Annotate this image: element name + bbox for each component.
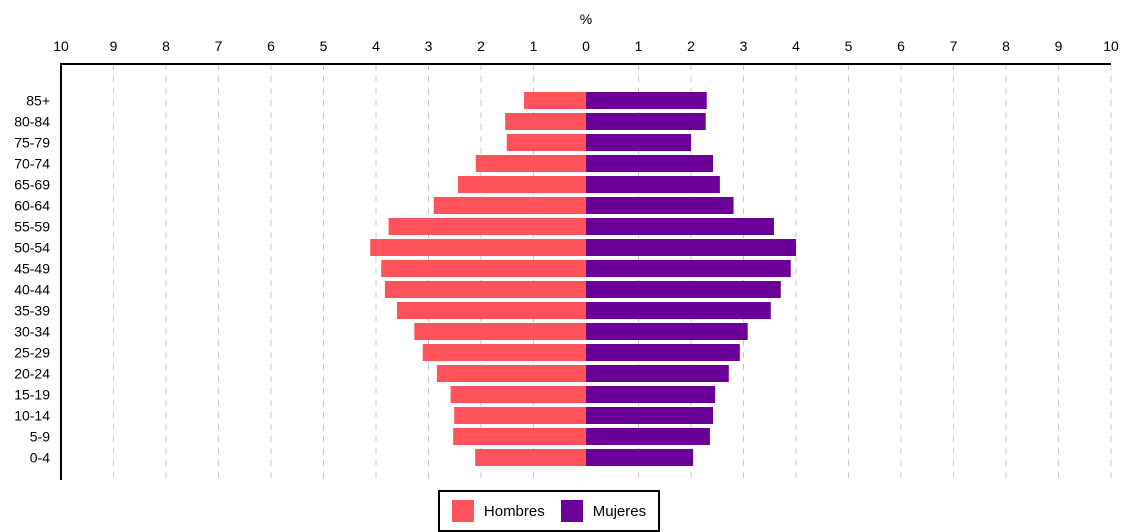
x-tick-label: 10 bbox=[1103, 38, 1119, 54]
bar-mujeres-45-49 bbox=[586, 260, 791, 277]
y-tick-label: 65-69 bbox=[14, 177, 50, 193]
bar-hombres-75-79 bbox=[506, 134, 586, 151]
bar-mujeres-50-54 bbox=[586, 239, 796, 256]
population-pyramid-chart: %10 9 8 7 6 5 4 3 2 1 0 1 2 3 4 5 6 7 8 9 100-45-910-1415-19… bbox=[14, 11, 1119, 480]
bar-hombres-0-4 bbox=[475, 449, 586, 466]
legend-label-mujeres: Mujeres bbox=[592, 502, 647, 520]
bar-mujeres-60-64 bbox=[586, 197, 734, 214]
x-tick-label: 5 bbox=[845, 38, 853, 54]
bar-mujeres-25-29 bbox=[586, 344, 740, 361]
y-tick-label: 50-54 bbox=[14, 240, 50, 256]
x-tick-label: 7 bbox=[215, 38, 223, 54]
bar-hombres-70-74 bbox=[475, 155, 586, 172]
x-tick-label: 2 bbox=[477, 38, 485, 54]
bar-hombres-65-69 bbox=[457, 176, 586, 193]
bar-hombres-60-64 bbox=[433, 197, 586, 214]
bar-hombres-40-44 bbox=[384, 281, 586, 298]
bar-hombres-80-84 bbox=[505, 113, 586, 130]
bar-hombres-15-19 bbox=[450, 386, 586, 403]
y-tick-label: 75-79 bbox=[14, 135, 50, 151]
y-tick-label: 0-4 bbox=[30, 450, 50, 466]
legend-item-hombres: Hombres bbox=[451, 500, 545, 522]
y-tick-label: 35-39 bbox=[14, 303, 50, 319]
y-tick-label: 80-84 bbox=[14, 114, 50, 130]
y-tick-label: 45-49 bbox=[14, 261, 50, 277]
x-tick-label: 1 bbox=[530, 38, 538, 54]
bar-mujeres-20-24 bbox=[586, 365, 729, 382]
bar-hombres-25-29 bbox=[422, 344, 586, 361]
legend-label-hombres: Hombres bbox=[483, 502, 545, 520]
x-tick-label: 5 bbox=[320, 38, 328, 54]
bar-mujeres-40-44 bbox=[586, 281, 781, 298]
bar-hombres-35-39 bbox=[397, 302, 586, 319]
x-tick-label: 8 bbox=[162, 38, 170, 54]
x-tick-label: 9 bbox=[110, 38, 118, 54]
y-tick-label: 85+ bbox=[26, 93, 50, 109]
x-axis-unit-label: % bbox=[580, 11, 592, 27]
bar-hombres-55-59 bbox=[388, 218, 586, 235]
y-tick-label: 5-9 bbox=[30, 429, 50, 445]
y-tick-label: 60-64 bbox=[14, 198, 50, 214]
bar-mujeres-0-4 bbox=[586, 449, 694, 466]
legend: Hombres Mujeres bbox=[438, 490, 660, 532]
y-tick-label: 30-34 bbox=[14, 324, 50, 340]
x-tick-label: 2 bbox=[687, 38, 695, 54]
bar-mujeres-85+ bbox=[586, 92, 707, 109]
y-tick-label: 55-59 bbox=[14, 219, 50, 235]
bar-mujeres-30-34 bbox=[586, 323, 748, 340]
x-tick-label: 7 bbox=[950, 38, 958, 54]
x-tick-label: 6 bbox=[897, 38, 905, 54]
x-tick-label: 10 bbox=[53, 38, 69, 54]
legend-item-mujeres: Mujeres bbox=[560, 500, 647, 522]
bar-hombres-30-34 bbox=[414, 323, 586, 340]
y-tick-label: 25-29 bbox=[14, 345, 50, 361]
bar-hombres-20-24 bbox=[436, 365, 586, 382]
bar-mujeres-55-59 bbox=[586, 218, 774, 235]
x-tick-label: 9 bbox=[1055, 38, 1063, 54]
x-tick-label: 6 bbox=[267, 38, 275, 54]
bar-mujeres-70-74 bbox=[586, 155, 714, 172]
bar-hombres-5-9 bbox=[453, 428, 586, 445]
y-tick-label: 20-24 bbox=[14, 366, 50, 382]
bar-hombres-85+ bbox=[524, 92, 586, 109]
bar-hombres-10-14 bbox=[454, 407, 586, 424]
y-tick-label: 10-14 bbox=[14, 408, 50, 424]
bar-mujeres-35-39 bbox=[586, 302, 771, 319]
bar-mujeres-5-9 bbox=[586, 428, 710, 445]
y-tick-label: 15-19 bbox=[14, 387, 50, 403]
legend-swatch-hombres bbox=[451, 500, 474, 522]
y-tick-label: 70-74 bbox=[14, 156, 50, 172]
x-tick-label: 8 bbox=[1002, 38, 1010, 54]
x-tick-label: 3 bbox=[740, 38, 748, 54]
x-tick-label: 3 bbox=[425, 38, 433, 54]
x-tick-label: 4 bbox=[372, 38, 380, 54]
y-tick-label: 40-44 bbox=[14, 282, 50, 298]
legend-swatch-mujeres bbox=[560, 500, 583, 522]
x-tick-label: 0 bbox=[582, 38, 590, 54]
bar-mujeres-65-69 bbox=[586, 176, 720, 193]
bar-hombres-45-49 bbox=[381, 260, 586, 277]
bar-mujeres-10-14 bbox=[586, 407, 714, 424]
bar-mujeres-15-19 bbox=[586, 386, 716, 403]
x-tick-label: 4 bbox=[792, 38, 800, 54]
bar-hombres-50-54 bbox=[370, 239, 586, 256]
x-tick-label: 1 bbox=[635, 38, 643, 54]
bar-mujeres-75-79 bbox=[586, 134, 691, 151]
bar-mujeres-80-84 bbox=[586, 113, 706, 130]
